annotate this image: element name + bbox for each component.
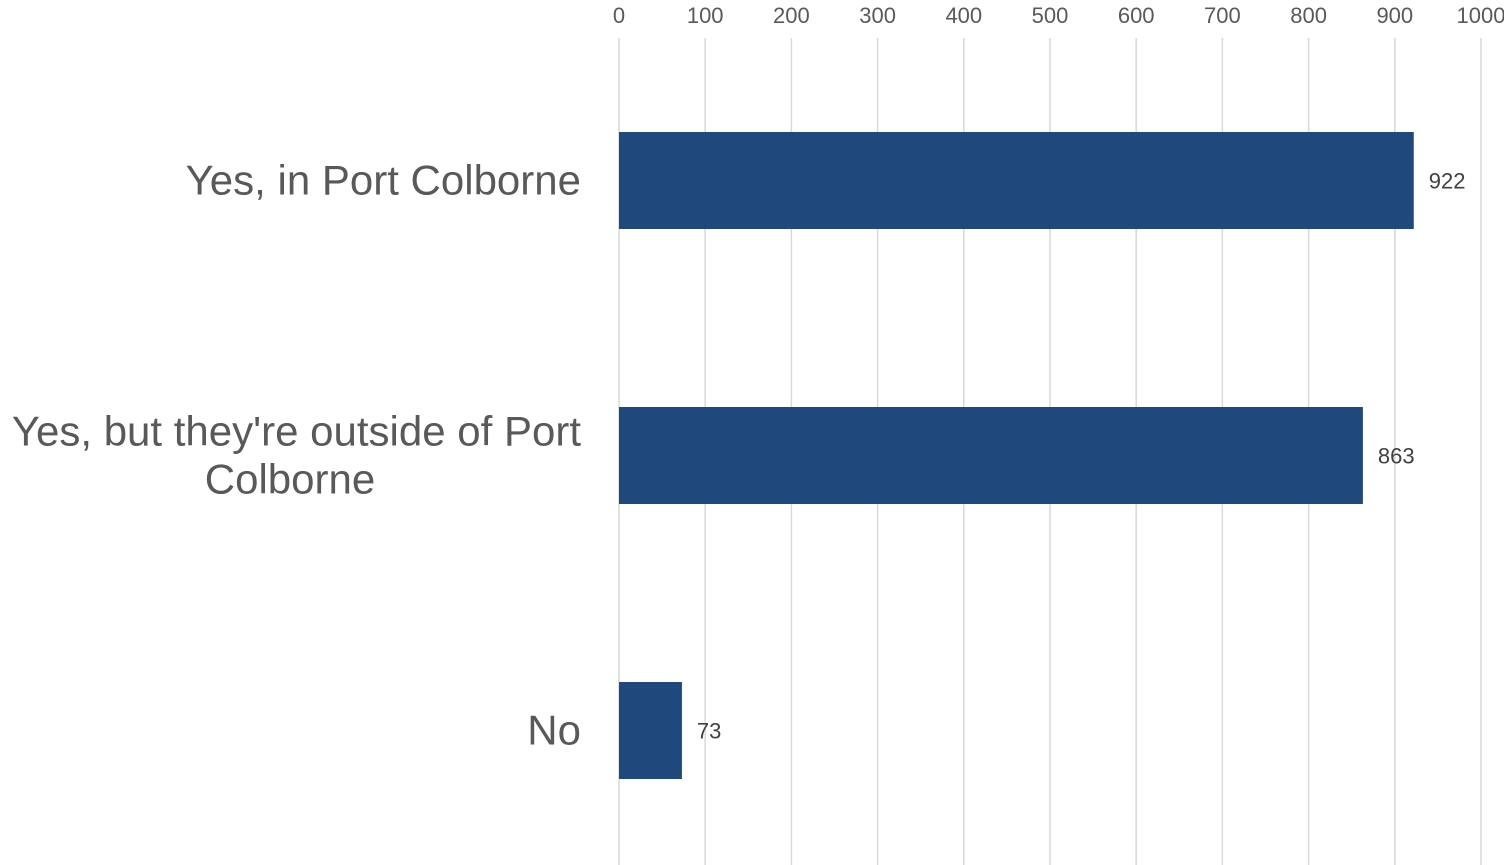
x-axis-ticks: 0 100 200 300 400 500 600 700 800 900 1000 [613, 3, 1504, 28]
category-label-line: Yes, in Port Colborne [186, 157, 581, 204]
category-labels: Yes, in Port Colborne Yes, but they're ou… [12, 157, 581, 754]
x-tick-label: 400 [945, 3, 982, 28]
data-label: 73 [697, 719, 721, 744]
data-label: 922 [1429, 169, 1466, 194]
bar [619, 132, 1414, 229]
bar [619, 682, 682, 779]
x-tick-label: 300 [859, 3, 896, 28]
bar [619, 407, 1363, 504]
category-label-line: No [527, 707, 581, 754]
category-label: Yes, in Port Colborne [186, 157, 581, 204]
bars [619, 132, 1414, 779]
x-tick-label: 700 [1204, 3, 1241, 28]
x-tick-label: 900 [1376, 3, 1413, 28]
category-label-line: Colborne [205, 456, 375, 503]
x-tick-label: 200 [773, 3, 810, 28]
data-label: 863 [1378, 444, 1415, 469]
x-tick-label: 500 [1032, 3, 1069, 28]
x-tick-label: 800 [1290, 3, 1327, 28]
x-tick-label: 600 [1118, 3, 1155, 28]
category-label: No [527, 707, 581, 754]
x-tick-label: 0 [613, 3, 625, 28]
data-labels: 922 863 73 [697, 169, 1466, 744]
x-tick-label: 100 [687, 3, 724, 28]
x-tick-label: 1000 [1457, 3, 1504, 28]
category-label-line: Yes, but they're outside of Port [12, 408, 581, 455]
